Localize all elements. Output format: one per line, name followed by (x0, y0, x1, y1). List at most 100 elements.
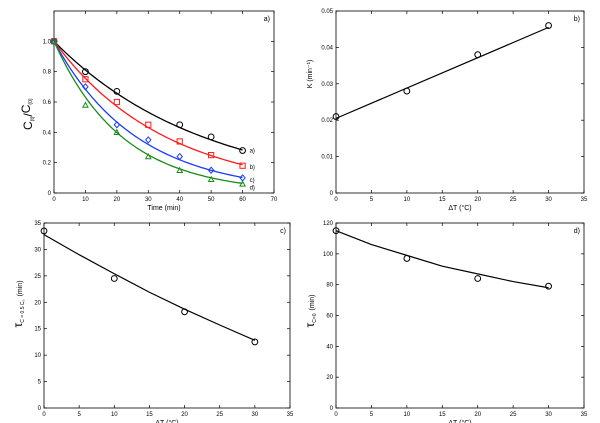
y-tick-label: 0.04 (321, 45, 333, 51)
y-tick-label: 0.8 (43, 70, 52, 76)
plot-frame (335, 222, 585, 409)
y-tick-label: 0.6 (43, 100, 52, 106)
x-tick-label: 5 (370, 197, 374, 203)
y-tick-label: 0 (38, 406, 42, 412)
data-point (181, 308, 188, 316)
x-tick-label: 5 (77, 412, 81, 418)
chart-panel-b: 0 5 10 15 20 25 30 35 0 0.01 0.02 0.03 0.04 0.05 ΔT (°… (307, 9, 588, 212)
series-0-point (82, 68, 89, 76)
data-point (474, 51, 482, 59)
x-tick-label: 20 (474, 197, 481, 203)
series-2-point (207, 166, 215, 175)
y-axis-label: τC = 0.5 C₀ (min) (11, 280, 26, 327)
series-3-point (144, 152, 152, 160)
x-tick-label: 20 (474, 412, 481, 418)
plot-frame (53, 10, 275, 194)
y-axis-label-unit: (min) (309, 294, 316, 310)
x-tick-label: 15 (146, 412, 153, 418)
series-1-point (239, 162, 246, 169)
x-tick-label: 25 (510, 412, 517, 418)
x-tick-label: 10 (404, 197, 411, 203)
y-tick-label: 1.0 (43, 39, 52, 45)
x-tick-label: 10 (82, 197, 89, 203)
y-axis-label: K (min⁻¹) (307, 60, 314, 89)
y-tick-label: 5 (38, 380, 42, 386)
series-0-point (207, 133, 215, 141)
y-tick-label: 25 (34, 274, 41, 280)
series-0-point (239, 147, 246, 154)
plot-frame (335, 10, 585, 194)
y-tick-label: 0.4 (43, 130, 52, 136)
series-3-point (207, 175, 215, 183)
series-3-point (81, 101, 89, 108)
y-tick-label: 40 (326, 344, 333, 350)
y-axis-label-unit: (min) (17, 280, 24, 296)
x-tick-label: 70 (271, 197, 278, 203)
y-tick-label: 0.01 (321, 155, 333, 161)
x-tick-label: 10 (111, 412, 118, 418)
fit-line (43, 234, 256, 341)
series-3-point (113, 128, 121, 136)
y-axis-label-main2: C (19, 104, 33, 113)
series-1-point (113, 98, 120, 106)
y-axis-label-sub1: (t) (30, 116, 36, 121)
y-tick-label: 120 (323, 221, 334, 227)
series-2-point (239, 174, 246, 182)
x-tick-label: 30 (252, 412, 259, 418)
series-3-point (50, 37, 58, 45)
series-2-point (113, 120, 121, 129)
x-tick-label: 30 (145, 197, 152, 203)
x-axis-label: ΔT (°C) (448, 204, 471, 212)
chart-panel-d: 0 5 10 15 20 25 30 35 0 20 40 60 80 100 120 ΔT (°C) d) τC… (303, 221, 588, 423)
data-point (332, 227, 340, 235)
y-tick-label: 0.03 (321, 82, 333, 88)
panel-label: d) (574, 228, 580, 235)
x-tick-label: 5 (370, 412, 374, 418)
y-axis-label-main: C (21, 121, 35, 130)
series-label: b) (250, 165, 255, 171)
panel-label: c) (280, 228, 286, 235)
y-axis-label: τC=0 (min) (303, 294, 318, 327)
y-axis-label-sub: C = 0.5 C₀ (20, 299, 26, 322)
x-tick-label: 20 (181, 412, 188, 418)
y-tick-label: 60 (326, 314, 333, 320)
data-point (332, 113, 340, 120)
y-tick-label: 35 (34, 221, 41, 227)
x-tick-label: 60 (239, 197, 246, 203)
series-0-curve (53, 40, 243, 151)
y-axis-label-sub2: (0) (28, 98, 34, 104)
series-1-point (208, 151, 215, 159)
fit-line (335, 26, 549, 119)
y-tick-label: 80 (326, 283, 333, 289)
x-tick-label: 10 (404, 412, 411, 418)
x-tick-label: 35 (287, 412, 294, 418)
x-tick-label: 15 (439, 412, 446, 418)
panel-label: b) (574, 16, 580, 23)
x-tick-label: 0 (334, 197, 338, 203)
series-2-point (82, 83, 89, 91)
panel-label: a) (264, 16, 270, 23)
y-tick-label: 0.05 (321, 9, 333, 15)
y-tick-label: 0 (48, 191, 52, 197)
x-tick-label: 0 (52, 197, 56, 203)
x-axis-label: ΔT (°C) (155, 419, 178, 423)
y-axis-label-slash: / (21, 113, 35, 117)
x-axis-label: ΔT (°C) (448, 419, 471, 423)
x-tick-label: 15 (439, 197, 446, 203)
chart-panel-a: 0 10 20 30 40 50 60 70 0 0.2 0.4 0.6 0.8 1.0 Time (min… (19, 10, 278, 212)
plot-frame (43, 222, 291, 409)
x-tick-label: 40 (176, 197, 183, 203)
y-axis-label-tau: τ (11, 323, 25, 328)
chart-panel-c: 0 5 10 15 20 25 30 35 0 5 10 15 20 25 30 35 ΔT (°C) c) τC … (11, 221, 294, 423)
series-label: d) (250, 186, 255, 192)
x-tick-label: 25 (510, 197, 517, 203)
x-tick-label: 50 (208, 197, 215, 203)
x-tick-label: 0 (334, 412, 338, 418)
x-tick-label: 30 (545, 412, 552, 418)
x-tick-label: 35 (581, 412, 588, 418)
y-tick-label: 0 (330, 406, 334, 412)
series-1-point (82, 76, 89, 83)
y-tick-label: 0.02 (321, 118, 333, 124)
